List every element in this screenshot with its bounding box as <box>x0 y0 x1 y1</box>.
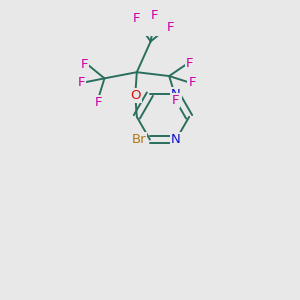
Text: F: F <box>94 97 102 110</box>
Text: N: N <box>171 133 181 146</box>
Text: F: F <box>81 58 88 71</box>
Text: N: N <box>171 88 181 101</box>
Text: F: F <box>172 94 179 107</box>
Text: F: F <box>167 21 174 34</box>
Text: F: F <box>186 57 194 70</box>
Text: Br: Br <box>132 133 146 146</box>
Text: F: F <box>133 12 141 25</box>
Text: O: O <box>130 89 140 102</box>
Text: F: F <box>151 9 158 22</box>
Text: F: F <box>188 76 196 89</box>
Text: F: F <box>78 76 85 89</box>
